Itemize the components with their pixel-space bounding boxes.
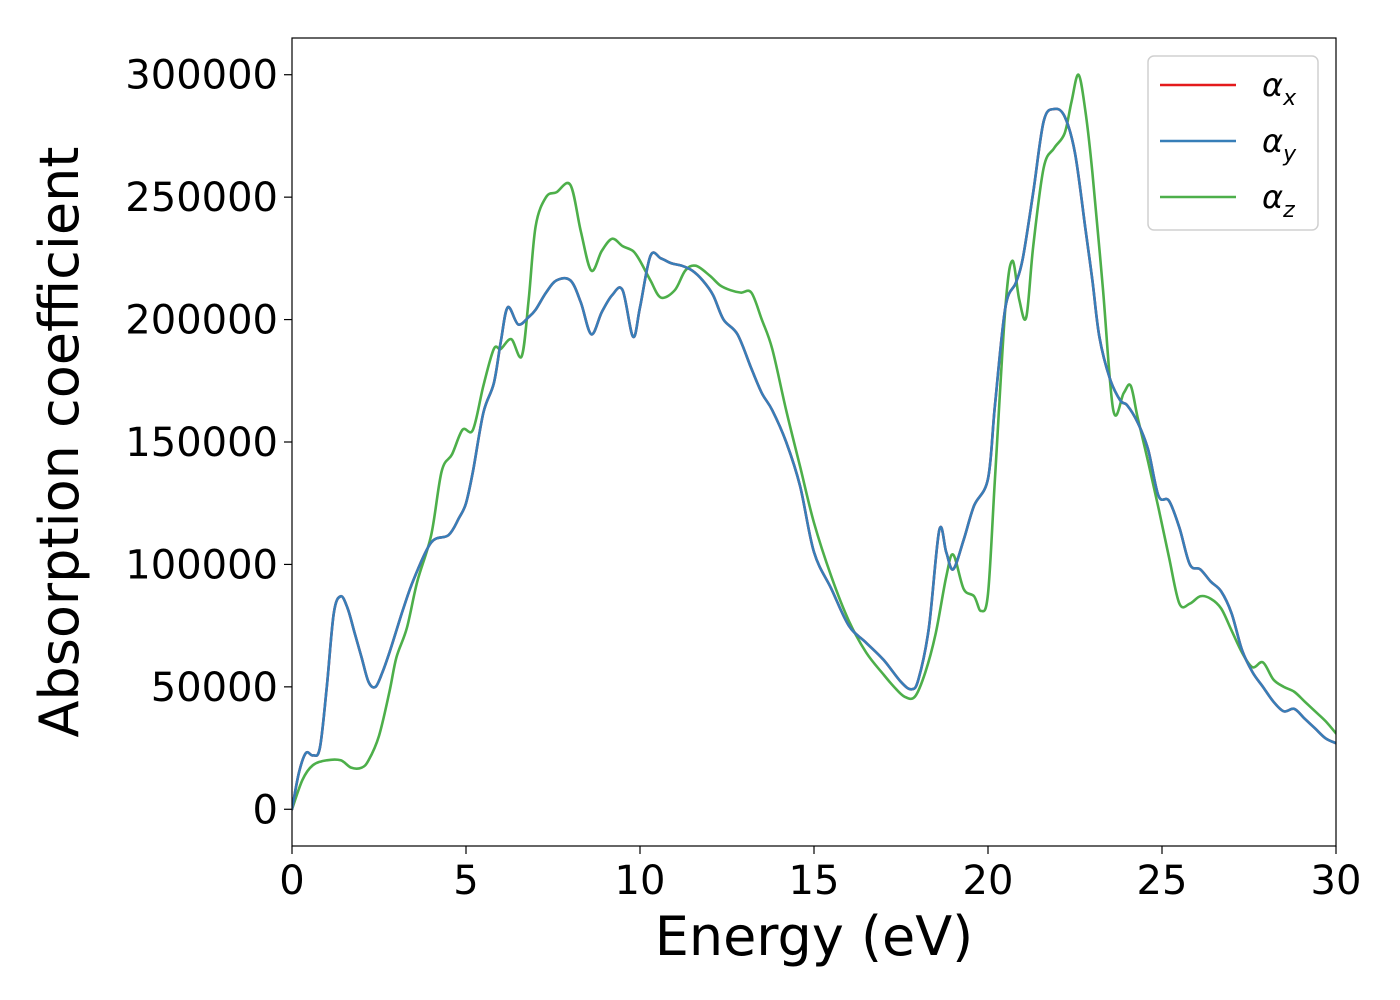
x-tick-label: 5 bbox=[453, 858, 478, 904]
legend-label-alpha-z: αz bbox=[1262, 178, 1295, 223]
y-tick-label: 100000 bbox=[125, 542, 278, 588]
legend-box bbox=[1147, 55, 1319, 231]
legend-label-alpha-x: αx bbox=[1262, 66, 1297, 111]
series-line-alpha-y bbox=[292, 107, 1336, 811]
legend-entries: αx αy αz bbox=[1160, 66, 1297, 223]
legend: αx αy αz bbox=[1147, 55, 1319, 231]
ticks-layer: 0 5 10 15 20 25 30 0 50000 100000 150000 200000 2500… bbox=[125, 53, 1361, 904]
y-tick-label: 50000 bbox=[151, 665, 278, 711]
y-tick-label: 150000 bbox=[125, 420, 278, 466]
y-tick-label: 0 bbox=[253, 787, 278, 833]
x-tick-label: 0 bbox=[279, 858, 304, 904]
x-tick-label: 25 bbox=[1137, 858, 1188, 904]
x-tick-label: 10 bbox=[615, 858, 666, 904]
x-tick-label: 15 bbox=[789, 858, 840, 904]
y-tick-label: 300000 bbox=[125, 53, 278, 99]
legend-label-alpha-y: αy bbox=[1262, 122, 1297, 167]
x-axis-label: Energy (eV) bbox=[655, 905, 974, 968]
y-tick-label: 200000 bbox=[125, 298, 278, 344]
y-tick-label: 250000 bbox=[125, 175, 278, 221]
x-tick-label: 20 bbox=[963, 858, 1014, 904]
x-tick-label: 30 bbox=[1311, 858, 1362, 904]
y-axis-label: Absorption coefficient bbox=[28, 147, 91, 738]
series-layer bbox=[292, 73, 1336, 811]
